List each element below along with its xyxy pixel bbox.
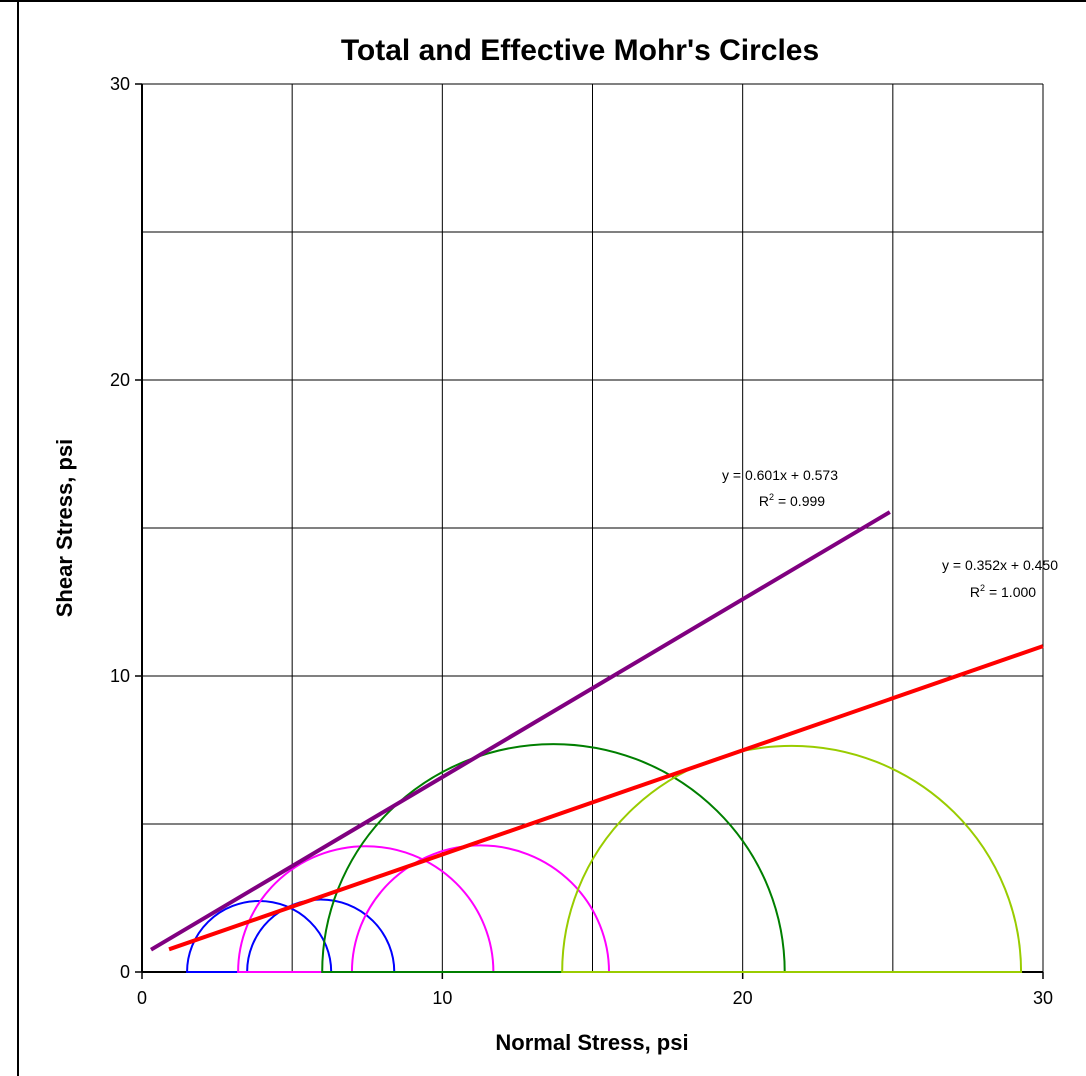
trend-equation: y = 0.601x + 0.573	[722, 467, 838, 483]
r2-sup: 2	[980, 583, 985, 593]
trend-line	[168, 644, 1044, 952]
mohr-circle	[237, 845, 495, 973]
y-axis-label: Shear Stress, psi	[52, 439, 77, 618]
x-axis-label: Normal Stress, psi	[495, 1030, 688, 1055]
x-tick-label: 30	[1033, 988, 1053, 1008]
trend-line	[149, 510, 891, 952]
r2-base: R	[970, 584, 980, 600]
trend-r2: R2 = 1.000	[970, 583, 1036, 600]
mohr-circle	[246, 898, 396, 973]
mohr-circle	[561, 744, 1023, 973]
trend-equation: y = 0.352x + 0.450	[942, 557, 1058, 573]
y-tick-label: 0	[120, 962, 130, 982]
y-tick-label: 30	[110, 74, 130, 94]
r2-rest: = 0.999	[774, 493, 825, 509]
chart-title: Total and Effective Mohr's Circles	[341, 34, 819, 67]
mohr-circle	[321, 743, 786, 973]
r2-rest: = 1.000	[985, 584, 1036, 600]
y-tick-label: 20	[110, 370, 130, 390]
x-tick-label: 20	[733, 988, 753, 1008]
y-tick-label: 10	[110, 666, 130, 686]
mohr-circle	[350, 844, 611, 973]
r2-base: R	[759, 493, 769, 509]
trend-r2: R2 = 0.999	[759, 492, 825, 509]
x-tick-label: 10	[432, 988, 452, 1008]
x-tick-label: 0	[137, 988, 147, 1008]
r2-sup: 2	[769, 492, 774, 502]
